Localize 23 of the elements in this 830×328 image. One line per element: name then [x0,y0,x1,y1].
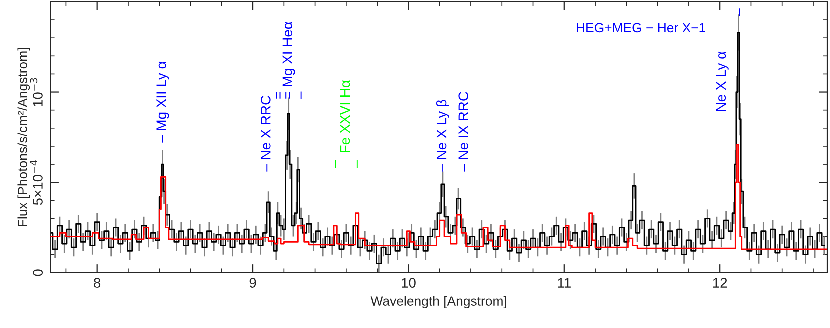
annotation: – Ne X RRC [260,96,271,172]
y-tick-label: 10$^{−3}$ [30,78,43,106]
text: HEG+MEG − Her X−1 [577,23,706,33]
y-tick-label: 5×10$^{−4}$ [30,160,43,206]
x-tick-label: 9 [250,278,256,288]
x-tick-label: 8 [94,278,101,288]
x-tick-label: 11 [558,278,571,288]
annotation: – [335,160,336,168]
y-tick-label: 0 [33,270,44,276]
annotation: = Mg XI Heα [282,22,296,99]
annotation: – Ne IX RRC [458,92,469,172]
annotation: Fe XXVI Hα [340,80,350,153]
annotation: Ne X Ly α [716,52,729,112]
x-tick-label: 10 [402,278,416,288]
annotation: – [739,8,740,16]
annotation: – Ne X Ly β [436,100,450,172]
y-axis-title: Flux [Photons/s/cm²/Angstrom] [18,48,30,227]
annotation: – [356,160,358,168]
x-axis-title: Wavelength [Angstrom] [370,296,506,309]
x-tick-label: 12 [713,278,728,288]
annotation: = [276,92,281,99]
annotation: – Mg XII Ly α [156,62,170,143]
annotation: – [300,92,302,100]
